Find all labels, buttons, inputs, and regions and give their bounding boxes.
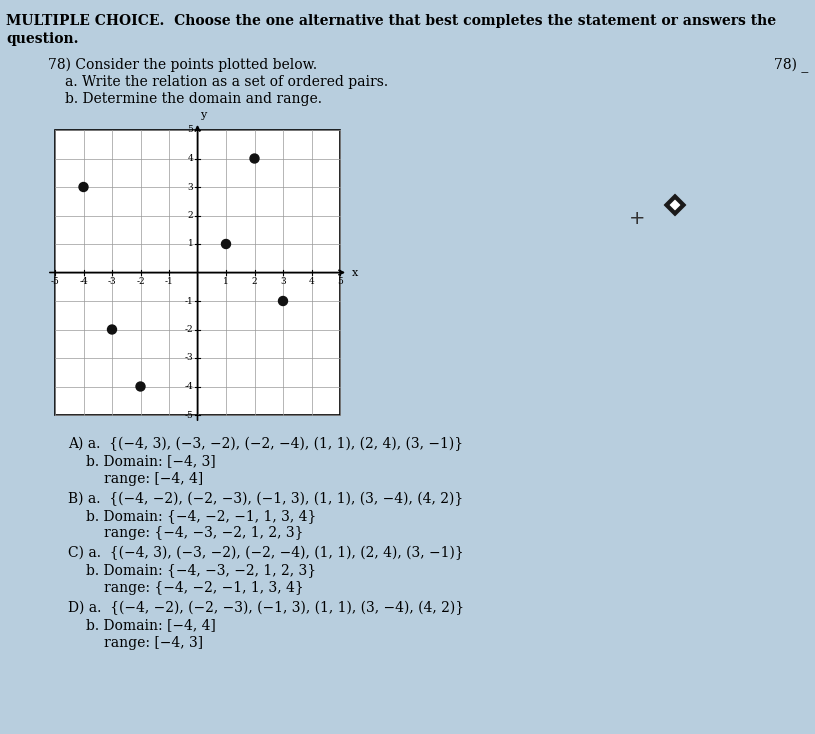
Text: -1: -1 [165, 277, 174, 286]
Polygon shape [670, 200, 680, 210]
Circle shape [108, 325, 117, 334]
Text: b. Determine the domain and range.: b. Determine the domain and range. [65, 92, 322, 106]
Text: range: {−4, −3, −2, 1, 2, 3}: range: {−4, −3, −2, 1, 2, 3} [104, 526, 303, 540]
Text: b. Domain: [−4, 3]: b. Domain: [−4, 3] [86, 454, 216, 468]
Text: A) a.  {(−4, 3), (−3, −2), (−2, −4), (1, 1), (2, 4), (3, −1)}: A) a. {(−4, 3), (−3, −2), (−2, −4), (1, … [68, 437, 463, 451]
Text: range: [−4, 4]: range: [−4, 4] [104, 472, 203, 486]
Text: -2: -2 [185, 325, 193, 334]
Text: 78) Consider the points plotted below.: 78) Consider the points plotted below. [48, 58, 317, 73]
Bar [55, 130, 340, 415]
Text: a. Write the relation as a set of ordered pairs.: a. Write the relation as a set of ordere… [65, 75, 388, 89]
Text: 2: 2 [188, 211, 193, 220]
Text: C) a.  {(−4, 3), (−3, −2), (−2, −4), (1, 1), (2, 4), (3, −1)}: C) a. {(−4, 3), (−3, −2), (−2, −4), (1, … [68, 546, 464, 560]
Text: question.: question. [6, 32, 78, 46]
Text: x: x [352, 267, 359, 277]
Text: -1: -1 [185, 297, 193, 305]
Text: -4: -4 [79, 277, 88, 286]
Text: -3: -3 [185, 354, 193, 363]
Text: b. Domain: {−4, −3, −2, 1, 2, 3}: b. Domain: {−4, −3, −2, 1, 2, 3} [86, 564, 316, 578]
Text: 1: 1 [187, 239, 193, 249]
Text: 2: 2 [252, 277, 258, 286]
Text: MULTIPLE CHOICE.  Choose the one alternative that best completes the statement o: MULTIPLE CHOICE. Choose the one alternat… [6, 14, 776, 28]
Polygon shape [664, 194, 686, 216]
Text: -2: -2 [136, 277, 145, 286]
Text: -5: -5 [51, 277, 59, 286]
Text: range: [−4, 3]: range: [−4, 3] [104, 636, 203, 650]
Text: b. Domain: {−4, −2, −1, 1, 3, 4}: b. Domain: {−4, −2, −1, 1, 3, 4} [86, 509, 316, 523]
Text: 3: 3 [188, 183, 193, 192]
Text: 3: 3 [280, 277, 286, 286]
Text: 4: 4 [187, 154, 193, 163]
Text: 78) _: 78) _ [773, 58, 808, 73]
Circle shape [279, 297, 288, 305]
Text: y: y [200, 110, 207, 120]
Text: -4: -4 [185, 382, 193, 391]
Circle shape [136, 382, 145, 391]
Circle shape [79, 183, 88, 192]
Text: 5: 5 [337, 277, 343, 286]
Text: 4: 4 [309, 277, 315, 286]
Text: b. Domain: [−4, 4]: b. Domain: [−4, 4] [86, 618, 216, 632]
Text: B) a.  {(−4, −2), (−2, −3), (−1, 3), (1, 1), (3, −4), (4, 2)}: B) a. {(−4, −2), (−2, −3), (−1, 3), (1, … [68, 492, 463, 506]
Text: 1: 1 [223, 277, 229, 286]
Circle shape [250, 154, 259, 163]
Text: +: + [628, 208, 645, 228]
Text: -5: -5 [185, 410, 193, 420]
Text: 5: 5 [187, 126, 193, 134]
Text: range: {−4, −2, −1, 1, 3, 4}: range: {−4, −2, −1, 1, 3, 4} [104, 581, 304, 595]
Text: D) a.  {(−4, −2), (−2, −3), (−1, 3), (1, 1), (3, −4), (4, 2)}: D) a. {(−4, −2), (−2, −3), (−1, 3), (1, … [68, 600, 464, 615]
Text: -3: -3 [108, 277, 117, 286]
Circle shape [222, 239, 231, 249]
